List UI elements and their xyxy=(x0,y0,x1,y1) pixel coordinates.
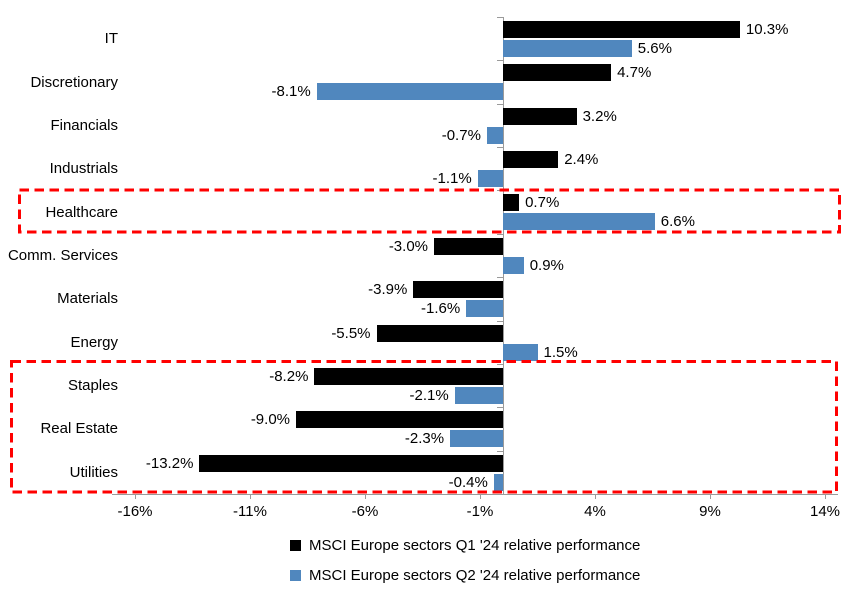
bar-value-label: 5.6% xyxy=(637,40,672,57)
category-label: Financials xyxy=(50,116,118,134)
bar-value-label: 1.5% xyxy=(543,343,578,361)
value-axis-tick-label: -16% xyxy=(117,503,153,520)
bar xyxy=(503,151,559,169)
value-axis-tick-label: 9% xyxy=(699,503,721,520)
bar xyxy=(503,40,632,57)
bar xyxy=(503,64,612,82)
bar xyxy=(296,411,503,429)
category-axis-tick xyxy=(497,277,503,279)
bar-value-label: -1.1% xyxy=(432,170,472,188)
bar-value-label: -13.2% xyxy=(145,454,194,472)
bar-value-label: 0.7% xyxy=(525,194,560,212)
legend-swatch-q1-icon xyxy=(290,539,301,551)
category-label: Real Estate xyxy=(40,420,118,438)
bar xyxy=(503,256,524,274)
category-label: Staples xyxy=(67,377,118,395)
category-axis-tick xyxy=(497,363,503,365)
category-label: IT xyxy=(104,30,118,48)
bar xyxy=(199,454,503,472)
value-axis-tick-label: 14% xyxy=(809,503,841,520)
category-label: Utilities xyxy=(69,463,118,481)
category-axis-tick xyxy=(497,60,503,62)
category-axis-tick xyxy=(497,450,503,452)
bar-value-label: -2.1% xyxy=(409,386,449,404)
category-axis-tick xyxy=(497,320,503,322)
bar xyxy=(376,324,503,342)
legend-swatch-q2-icon xyxy=(290,569,301,581)
bar-value-label: 0.9% xyxy=(529,256,564,274)
category-label: Discretionary xyxy=(30,73,118,91)
bar-value-label: -9.0% xyxy=(250,411,290,429)
category-axis-tick xyxy=(497,190,503,192)
bar-value-label: 6.6% xyxy=(660,213,695,231)
bar xyxy=(454,386,503,404)
value-axis-tick xyxy=(135,494,136,499)
value-axis-tick xyxy=(825,494,826,499)
category-axis-tick xyxy=(497,494,503,495)
bar-value-label: -8.1% xyxy=(271,83,311,101)
category-axis-tick xyxy=(497,407,503,409)
bar-value-label: -5.5% xyxy=(331,324,371,342)
bar-value-label: -3.9% xyxy=(368,281,408,299)
value-axis-tick xyxy=(365,494,366,499)
bar xyxy=(486,126,503,144)
category-axis-tick xyxy=(497,233,503,235)
category-axis-tick xyxy=(497,103,503,105)
legend-label-q2: MSCI Europe sectors Q2 '24 relative perf… xyxy=(309,566,641,584)
bar-value-label: 2.4% xyxy=(564,151,599,169)
bar xyxy=(450,430,503,448)
bar-value-label: -1.6% xyxy=(421,300,461,318)
bar-value-label: -2.3% xyxy=(404,430,445,448)
value-axis-tick xyxy=(595,494,596,499)
value-axis-tick-label: -6% xyxy=(351,503,379,520)
legend-item-q2: MSCI Europe sectors Q2 '24 relative perf… xyxy=(290,565,640,585)
bar xyxy=(503,194,520,212)
bar-value-label: 3.2% xyxy=(582,107,617,125)
bar-value-label: -3.0% xyxy=(388,237,428,255)
bar-value-label: 4.7% xyxy=(617,64,652,82)
value-axis-tick xyxy=(480,494,481,499)
bar xyxy=(503,107,577,125)
bar xyxy=(316,83,503,101)
category-label: Comm. Services xyxy=(7,246,118,264)
category-label: Materials xyxy=(57,290,118,308)
legend-label-q1: MSCI Europe sectors Q1 '24 relative perf… xyxy=(309,536,641,554)
bar xyxy=(314,367,503,385)
category-label: Healthcare xyxy=(45,203,118,221)
bar-value-label: -8.2% xyxy=(269,367,309,385)
value-axis-tick-label: -1% xyxy=(466,503,494,520)
bar xyxy=(493,473,503,491)
bar xyxy=(413,281,503,299)
bar xyxy=(503,213,655,231)
legend: MSCI Europe sectors Q1 '24 relative perf… xyxy=(290,535,640,595)
category-axis-tick xyxy=(497,147,503,149)
bar-value-label: -0.4% xyxy=(448,473,488,491)
bar xyxy=(503,343,538,361)
value-axis-tick xyxy=(250,494,251,499)
bar xyxy=(466,300,503,318)
bar xyxy=(503,21,740,38)
value-axis-tick xyxy=(710,494,711,499)
category-axis-tick xyxy=(497,17,503,18)
bar xyxy=(434,237,503,255)
legend-item-q1: MSCI Europe sectors Q1 '24 relative perf… xyxy=(290,535,640,555)
category-axis-line xyxy=(503,17,504,494)
value-axis-tick-label: 4% xyxy=(584,503,606,520)
bar-value-label: 10.3% xyxy=(745,21,789,38)
bar-value-label: -0.7% xyxy=(441,126,481,144)
value-axis-tick-label: -11% xyxy=(233,503,267,520)
bar xyxy=(477,170,503,188)
category-label: Energy xyxy=(70,333,118,351)
value-axis-line xyxy=(112,494,838,495)
category-label: Industrials xyxy=(49,160,118,178)
